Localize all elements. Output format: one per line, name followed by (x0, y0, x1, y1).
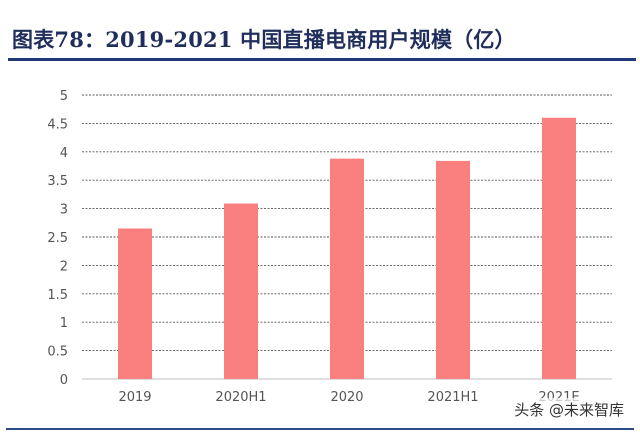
y-tick-label: 2 (60, 259, 68, 274)
bar-2021h1 (436, 160, 470, 379)
bar-2020 (330, 158, 364, 379)
y-tick-label: 2.5 (47, 231, 68, 246)
y-tick-label: 4.5 (47, 117, 68, 132)
watermark-label: 头条 @未来智库 (510, 398, 628, 421)
y-tick-label: 3.5 (47, 174, 68, 189)
y-tick-label: 1.5 (47, 288, 68, 303)
x-tick-label: 2020 (330, 390, 363, 405)
title-divider (8, 58, 636, 61)
y-tick-label: 4 (60, 146, 68, 161)
y-tick-label: 5 (60, 89, 68, 104)
x-tick-label: 2020H1 (215, 390, 266, 405)
bar-2019 (118, 228, 152, 379)
bar-2020h1 (224, 203, 258, 379)
x-tick-label: 2019 (118, 390, 151, 405)
y-tick-label: 0.5 (47, 345, 68, 360)
y-tick-label: 0 (60, 373, 68, 388)
x-tick-label: 2021H1 (427, 390, 478, 405)
bottom-divider (6, 428, 634, 430)
bar-2021e (542, 117, 576, 379)
chart-title: 图表78：2019-2021 中国直播电商用户规模（亿） (12, 27, 516, 52)
y-tick-label: 3 (60, 203, 68, 218)
y-tick-label: 1 (60, 316, 68, 331)
